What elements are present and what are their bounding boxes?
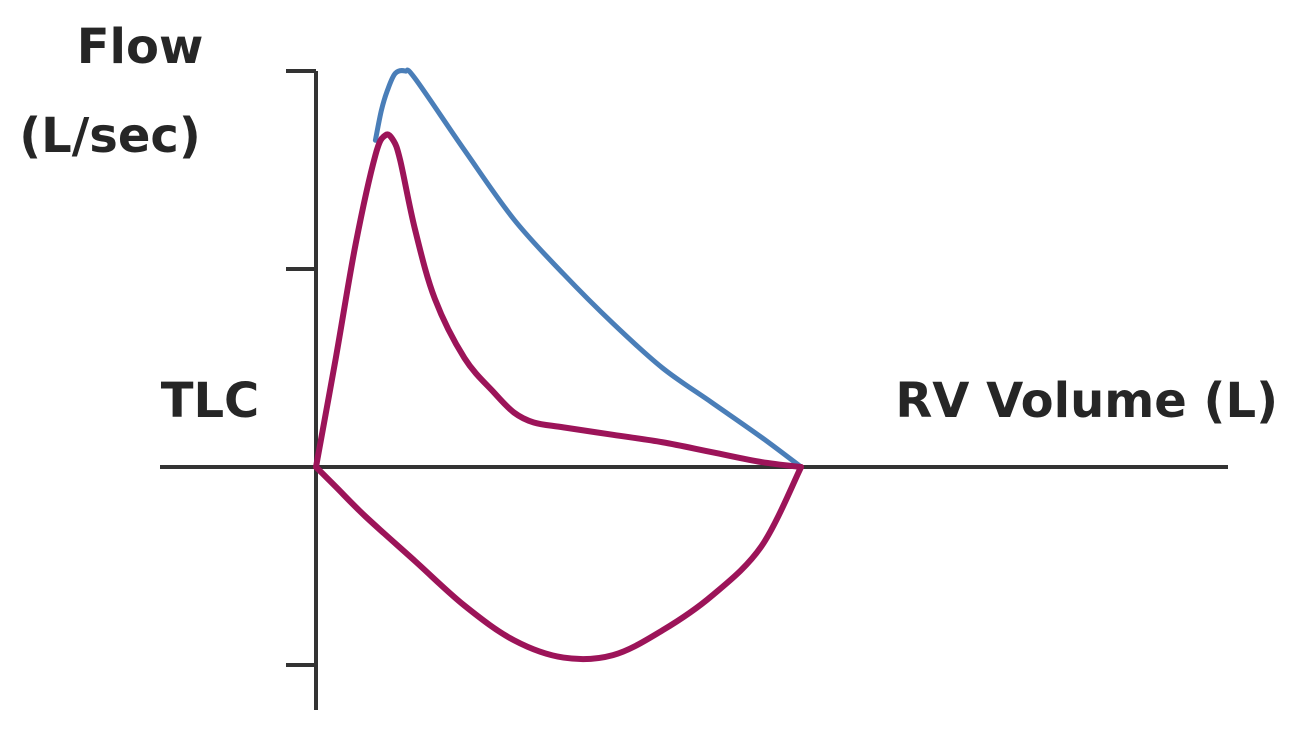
series-line-inspiratory — [313, 464, 805, 663]
y-axis-label-flow: Flow — [77, 19, 204, 75]
x-axis-label-tlc: TLC — [161, 373, 260, 429]
series-layer — [313, 67, 805, 663]
x-axis-label-rv-volume: RV Volume (L) — [895, 373, 1278, 429]
series-line-obstructive — [313, 131, 805, 470]
y-axis-label-units: (L/sec) — [19, 108, 201, 164]
series-line-normal — [372, 67, 804, 470]
axes — [160, 69, 1228, 710]
y-ticks — [286, 69, 316, 667]
